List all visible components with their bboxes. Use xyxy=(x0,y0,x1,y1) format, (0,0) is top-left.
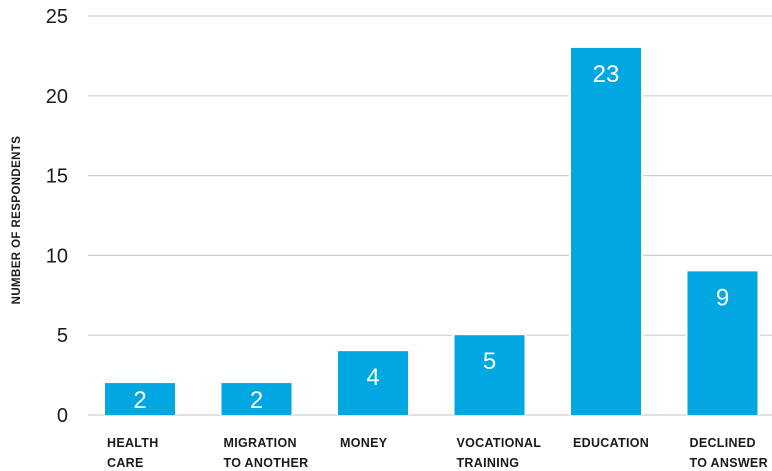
data-label: 2 xyxy=(133,387,146,414)
y-tick-label: 20 xyxy=(46,86,68,108)
bar xyxy=(221,383,292,415)
y-tick-label: 10 xyxy=(46,245,68,267)
y-tick-label: 5 xyxy=(57,325,68,347)
bar xyxy=(454,335,525,415)
y-axis-ticks: 0 5 10 15 20 25 xyxy=(46,6,68,427)
data-label: 5 xyxy=(483,348,496,375)
y-axis-label: NUMBER OF RESPONDENTS xyxy=(11,136,23,305)
data-label: 9 xyxy=(716,284,729,311)
x-category-label: MIGRATION TO ANOTHER xyxy=(224,436,309,470)
data-label: 4 xyxy=(366,364,379,391)
data-label: 23 xyxy=(593,61,620,88)
bar xyxy=(338,351,408,415)
bar xyxy=(105,383,175,415)
x-category-label: MONEY xyxy=(340,436,388,450)
x-category-label: VOCATIONAL TRAINING xyxy=(457,436,542,470)
y-tick-label: 25 xyxy=(46,6,68,28)
x-category-label: EDUCATION xyxy=(573,436,649,450)
bar xyxy=(687,271,758,415)
y-tick-label: 0 xyxy=(57,405,68,427)
x-axis-category-labels: HEALTH CARE MIGRATION TO ANOTHER MONEY VOCATI… xyxy=(107,436,768,470)
data-label: 2 xyxy=(250,387,263,414)
y-tick-label: 15 xyxy=(46,166,68,188)
gridlines xyxy=(88,15,772,416)
bar xyxy=(571,47,641,416)
x-category-label: DECLINED TO ANSWER xyxy=(690,436,768,470)
x-category-label: HEALTH CARE xyxy=(107,436,159,470)
bars: 2 2 4 5 23 9 xyxy=(103,45,760,416)
